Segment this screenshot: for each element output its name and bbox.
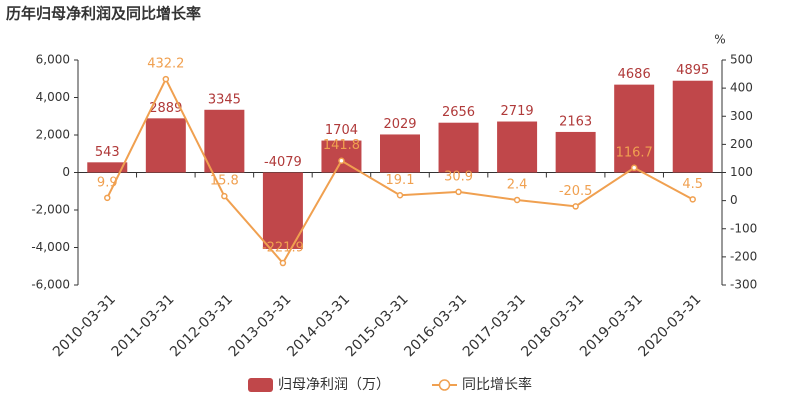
line-point [630,164,638,172]
y2-tick-label: -200 [730,249,757,263]
line-label: 30.9 [444,169,473,184]
y2-tick-label: 500 [730,53,753,67]
line-point [338,157,345,164]
line-label: 19.1 [386,173,415,188]
line-label: 141.8 [323,138,360,153]
bar [321,140,362,173]
bar-label: 543 [95,145,120,160]
bar [497,121,538,173]
line-label: 4.5 [682,177,703,192]
bar [87,162,128,173]
bar [204,109,245,173]
bar-label: 2719 [501,104,534,119]
legend-item: 归母净利润（万） [248,376,390,393]
bar-label: 2029 [383,117,416,132]
bar-label: 4686 [618,67,651,82]
legend-item: 同比增长率 [432,376,532,393]
bar [380,134,420,173]
line-label: 9.9 [97,175,118,190]
bar-label: 2656 [442,105,475,120]
y2-tick-label: 300 [730,109,753,123]
y2-tick-label: 0 [730,193,738,207]
bar [145,118,186,173]
line-point [104,194,111,202]
y2-tick-label: -100 [730,221,757,235]
legend-label: 归母净利润（万） [278,376,390,393]
bar-label: 3345 [208,92,241,107]
y2-tick-label: 100 [730,165,753,179]
y-tick-label: 6,000 [36,53,70,67]
chart-title: 历年归母净利润及同比增长率 [6,5,201,23]
line-point [455,188,462,196]
line-label: 15.8 [210,174,239,189]
bar-label: 4895 [676,63,709,78]
legend-swatch [248,378,273,392]
y2-tick-label: 400 [730,81,753,95]
y-tick-label: -4,000 [31,240,70,254]
y2-tick-label: 200 [730,137,753,151]
y-tick-label: -2,000 [31,203,70,217]
line-point [162,75,170,83]
bar [262,172,303,249]
line-label: 2.4 [507,177,528,192]
line-label: 116.7 [616,145,653,160]
y-tick-label: 2,000 [36,128,70,142]
line-label: -221.9 [262,241,304,256]
bar [438,122,479,173]
line-point [513,196,521,204]
line-point [572,203,579,210]
line-point [396,192,404,199]
y2-axis-label: % [714,33,725,47]
bar-label: 1704 [325,123,358,138]
line-point [279,259,287,267]
line-point [689,196,696,203]
bar-label: 2163 [559,114,592,129]
y-tick-label: -6,000 [31,278,70,292]
line-point [221,192,228,200]
legend-label: 同比增长率 [462,376,532,393]
legend-swatch-marker [438,379,451,391]
bar [614,84,655,173]
y-tick-label: 0 [62,165,70,179]
y2-tick-label: -300 [730,278,757,292]
x-tick-label: 2020-03-31 [636,291,705,360]
line-label: -20.5 [559,184,593,199]
y-tick-label: 4,000 [36,90,70,104]
bar-label: -4079 [264,155,302,170]
bar [672,80,713,173]
bar [555,131,596,173]
line-label: 432.2 [147,57,184,72]
bar-label: 2889 [149,101,182,116]
